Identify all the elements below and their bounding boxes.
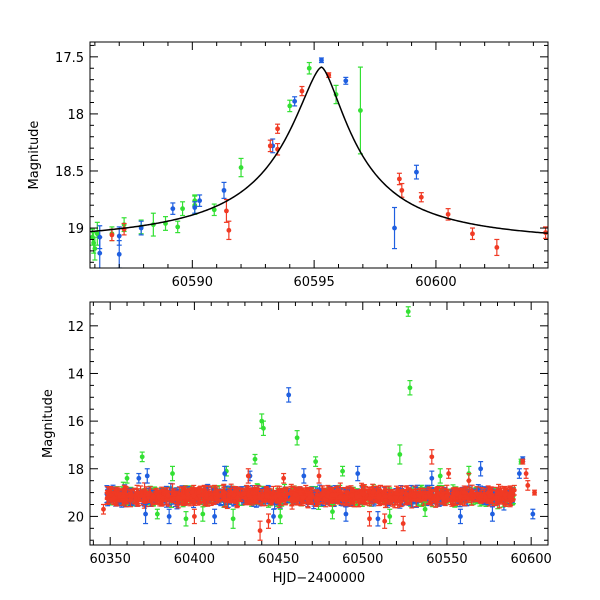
data-point [116,251,122,257]
bottom-panel-full-light-curve: 60350 60400 60450 60500 60550 606001214161820… [41,301,552,586]
plot-area [90,57,548,268]
data-point [197,198,203,204]
data-point [238,165,244,170]
data-point-green [306,61,312,75]
data-point [109,232,115,238]
data-point-blue [292,96,298,107]
data-point [418,194,424,200]
data-point [306,65,312,71]
data-point-red [399,182,405,198]
data-point-blue [97,225,103,250]
y-tick-label: 19 [67,222,84,237]
data-point [358,108,363,113]
data-point-green [163,216,169,231]
data-point-green [92,236,98,261]
data-point-red [267,139,273,153]
data-point-green [180,201,186,217]
data-point-blue [192,201,198,214]
data-point [399,187,405,193]
y-tick-label: 18.5 [55,165,84,180]
data-point-green [287,99,293,113]
data-point-red [275,123,281,134]
model-fit-curve [90,66,548,234]
data-point [343,78,349,84]
data-point [221,187,227,193]
y-tick-label: 18 [67,108,84,123]
data-point-red [223,198,229,223]
data-point [267,143,273,149]
data-point-green [357,66,363,155]
data-point [211,207,217,213]
data-point-red [494,238,500,257]
data-point-blue [343,76,349,85]
data-point [292,98,298,104]
data-point-green [175,220,181,234]
data-point [494,245,500,250]
data-point [470,231,475,237]
data-point [180,206,185,212]
data-point [319,57,324,63]
data-point-blue [170,202,176,215]
top-panel-zoom-light-curve: 60590 60595 60600 17.5 18 18.5 19 Magnitude [27,41,549,290]
data-point [116,233,122,239]
data-point [445,211,451,217]
data-point [97,234,103,240]
data-point [414,169,419,175]
data-point-blue [116,226,122,246]
x-tick-label: 60590 [172,275,213,290]
y-tick-label: 17.5 [55,51,84,66]
data-point-blue [138,220,144,236]
data-point-blue [221,181,227,199]
plot-area [100,306,538,541]
data-point-red [418,192,424,203]
data-point [275,126,280,132]
data-point [97,250,103,256]
data-point-blue [392,206,398,250]
data-point-red [109,228,115,242]
data-point [94,231,100,237]
data-point-blue [197,194,203,207]
data-point-red [299,85,305,97]
x-tick-label: 60600 [415,275,456,290]
data-point [396,176,402,182]
data-point-green [211,203,217,217]
data-point [92,246,98,251]
data-point [192,205,198,210]
data-point [299,88,305,94]
data-point [224,208,229,214]
y-axis-label: Magnitude [27,121,42,190]
data-point [392,225,397,231]
data-point-red [396,172,402,186]
data-point-red [445,208,451,221]
data-point-blue [318,57,324,64]
data-point [226,227,232,233]
x-tick-label: 60595 [293,275,334,290]
data-point [175,224,181,230]
data-point [138,225,144,231]
data-point-red [469,227,475,241]
data-point-green [238,157,244,178]
data-point [287,103,293,109]
data-point-blue [413,164,419,180]
axes-frame [89,41,549,269]
data-point [170,206,176,212]
data-point-red [226,220,232,241]
